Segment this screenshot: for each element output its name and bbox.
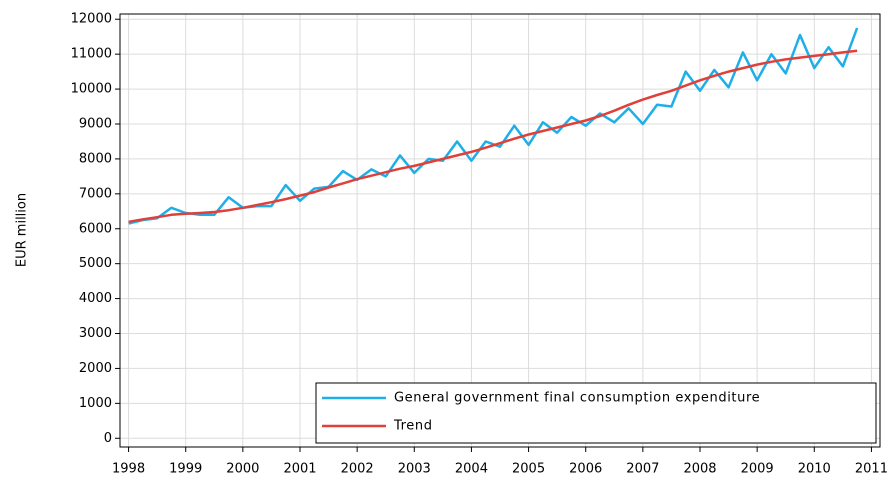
legend-label: General government final consumption exp… — [394, 391, 760, 406]
y-tick-label: 8000 — [79, 151, 112, 166]
x-tick-label: 1998 — [112, 462, 145, 477]
x-tick-label: 2004 — [455, 462, 488, 477]
y-tick-label: 6000 — [79, 221, 112, 236]
legend-label: Trend — [393, 419, 433, 434]
x-tick-label: 1999 — [169, 462, 202, 477]
y-tick-label: 5000 — [79, 256, 112, 271]
y-tick-label: 11000 — [71, 47, 112, 62]
y-tick-label: 3000 — [79, 326, 112, 341]
y-tick-label: 7000 — [79, 186, 112, 201]
y-tick-label: 10000 — [71, 82, 112, 97]
x-tick-label: 2010 — [798, 462, 831, 477]
y-tick-label: 0 — [104, 431, 112, 446]
y-tick-label: 9000 — [79, 116, 112, 131]
x-tick-label: 2003 — [398, 462, 431, 477]
y-axis-label: EUR million — [15, 193, 30, 267]
x-tick-label: 2002 — [341, 462, 374, 477]
plot-frame — [119, 13, 881, 448]
x-tick-label: 2001 — [283, 462, 316, 477]
x-tick-label: 2009 — [741, 462, 774, 477]
y-tick-label: 2000 — [79, 361, 112, 376]
series-line — [128, 49, 858, 224]
x-tick-label: 2007 — [626, 462, 659, 477]
legend-box — [315, 382, 877, 444]
x-tick-label: 2005 — [512, 462, 545, 477]
x-tick-label: 2008 — [683, 462, 716, 477]
x-tick-label: 2011 — [855, 462, 888, 477]
x-tick-label: 2006 — [569, 462, 602, 477]
y-tick-label: 4000 — [79, 291, 112, 306]
x-tick-label: 2000 — [226, 462, 259, 477]
y-tick-label: 1000 — [79, 396, 112, 411]
y-tick-label: 12000 — [71, 12, 112, 27]
